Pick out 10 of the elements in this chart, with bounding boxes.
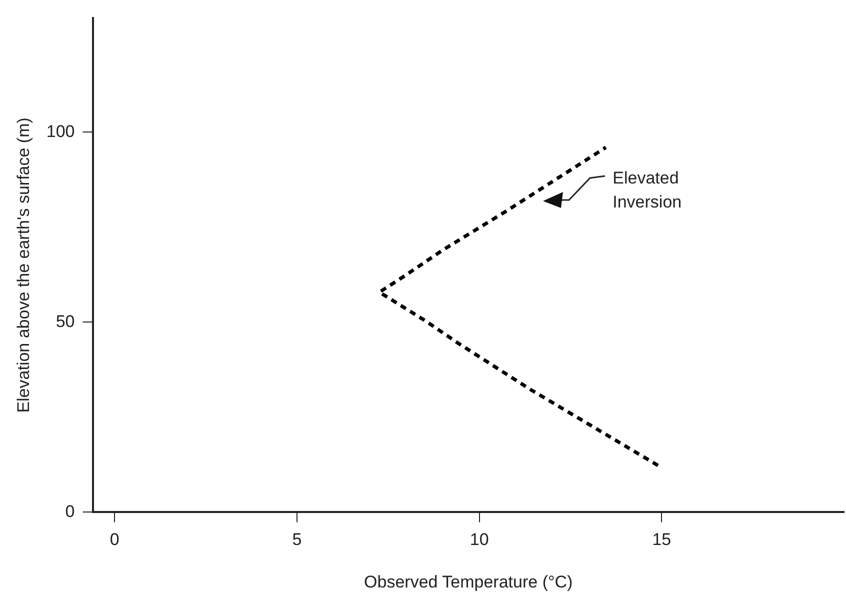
x-tick-label: 0 [110,530,120,550]
x-tick-label: 5 [292,530,302,550]
y-axis-title: Elevation above the earth's surface (m) [14,118,33,413]
x-tick-label: 10 [470,530,489,550]
x-tick-label: 15 [652,530,672,550]
y-tick-label: 0 [65,502,75,521]
y-tick-label: 50 [56,312,75,331]
x-axis-title: Observed Temperature (°C) [364,572,573,592]
y-tick-label: 100 [46,122,75,141]
annotation: Elevated Inversion [612,168,682,212]
